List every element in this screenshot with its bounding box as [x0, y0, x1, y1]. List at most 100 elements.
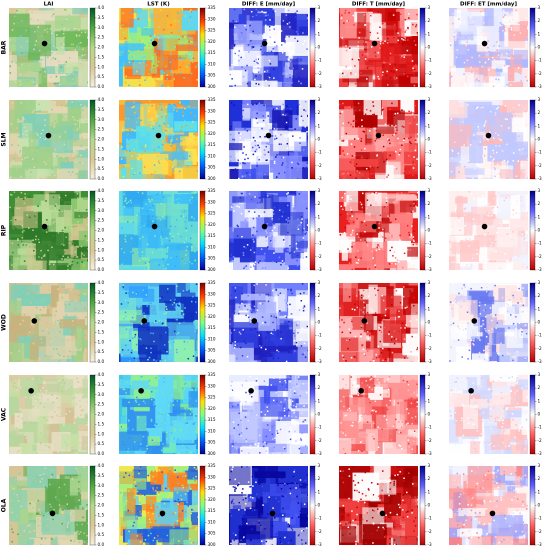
- speckle: [50, 338, 52, 340]
- speckle: [295, 416, 297, 418]
- speckle: [279, 428, 282, 431]
- speckle: [241, 355, 244, 357]
- speckle: [405, 29, 407, 32]
- speckle: [183, 321, 185, 324]
- speckle: [234, 52, 237, 55]
- speckle: [120, 158, 123, 160]
- speckle: [240, 539, 242, 542]
- speckle: [129, 315, 131, 318]
- speckle: [33, 166, 36, 169]
- field: [119, 326, 129, 339]
- speckle: [161, 323, 164, 325]
- speckle: [285, 360, 288, 362]
- speckle: [86, 534, 88, 537]
- speckle: [244, 266, 246, 268]
- speckle: [265, 233, 268, 236]
- speckle: [155, 377, 157, 379]
- speckle: [415, 24, 418, 26]
- speckle: [193, 321, 195, 323]
- field: [175, 44, 198, 52]
- colorbar-tick-label: -1: [318, 333, 323, 338]
- speckle: [27, 487, 30, 490]
- speckle: [28, 417, 31, 419]
- speckle: [63, 355, 65, 358]
- speckle: [290, 289, 292, 292]
- speckle: [196, 197, 198, 199]
- map-panel: [119, 375, 198, 454]
- speckle: [125, 412, 127, 415]
- speckle: [230, 206, 233, 208]
- speckle: [255, 104, 258, 107]
- field: [238, 169, 257, 179]
- field: [37, 415, 49, 448]
- speckle: [169, 381, 172, 384]
- speckle: [255, 481, 257, 484]
- speckle: [119, 246, 122, 249]
- speckle: [17, 360, 20, 362]
- speckle: [74, 104, 76, 107]
- speckle: [159, 409, 161, 411]
- speckle: [272, 321, 274, 324]
- speckle: [360, 71, 362, 74]
- speckle: [150, 418, 153, 421]
- speckle: [32, 405, 35, 408]
- speckle: [303, 503, 306, 505]
- speckle: [166, 77, 169, 80]
- speckle: [401, 53, 403, 55]
- field: [339, 39, 370, 46]
- speckle: [234, 287, 237, 289]
- speckle: [68, 27, 71, 30]
- speckle: [288, 35, 290, 38]
- speckle: [137, 484, 139, 486]
- speckle: [173, 144, 176, 147]
- speckle: [252, 420, 255, 422]
- speckle: [147, 327, 149, 329]
- speckle: [384, 40, 386, 42]
- speckle: [58, 381, 61, 383]
- speckle: [182, 486, 185, 489]
- speckle: [170, 257, 172, 259]
- field: [130, 160, 143, 179]
- speckle: [135, 359, 138, 362]
- speckle: [33, 269, 36, 270]
- speckle: [248, 193, 251, 195]
- speckle: [68, 410, 71, 413]
- speckle: [166, 488, 169, 490]
- field: [251, 164, 269, 179]
- speckle: [48, 41, 50, 44]
- speckle: [171, 139, 173, 141]
- speckle: [19, 35, 22, 37]
- colorbar-tick-label: -3: [318, 267, 323, 272]
- speckle: [265, 230, 267, 232]
- speckle: [144, 391, 146, 393]
- field: [126, 138, 139, 164]
- speckle: [162, 30, 165, 32]
- speckle: [82, 516, 84, 519]
- field: [387, 11, 400, 21]
- speckle: [86, 504, 88, 506]
- speckle: [259, 434, 261, 437]
- speckle: [265, 79, 267, 82]
- speckle: [246, 466, 248, 468]
- speckle: [36, 452, 38, 454]
- speckle: [24, 157, 26, 159]
- field: [366, 41, 381, 60]
- speckle: [150, 446, 152, 448]
- speckle: [131, 316, 134, 319]
- speckle: [16, 420, 19, 422]
- speckle: [282, 20, 285, 22]
- field: [261, 537, 277, 545]
- speckle: [14, 324, 17, 327]
- site-marker: [261, 40, 268, 47]
- speckle: [84, 445, 87, 448]
- speckle: [27, 378, 29, 380]
- speckle: [59, 222, 61, 225]
- speckle: [306, 480, 308, 482]
- speckle: [9, 509, 12, 512]
- speckle: [290, 405, 293, 408]
- speckle: [242, 252, 245, 254]
- speckle: [260, 223, 262, 225]
- speckle: [33, 151, 36, 154]
- speckle: [127, 269, 129, 270]
- speckle: [145, 28, 147, 30]
